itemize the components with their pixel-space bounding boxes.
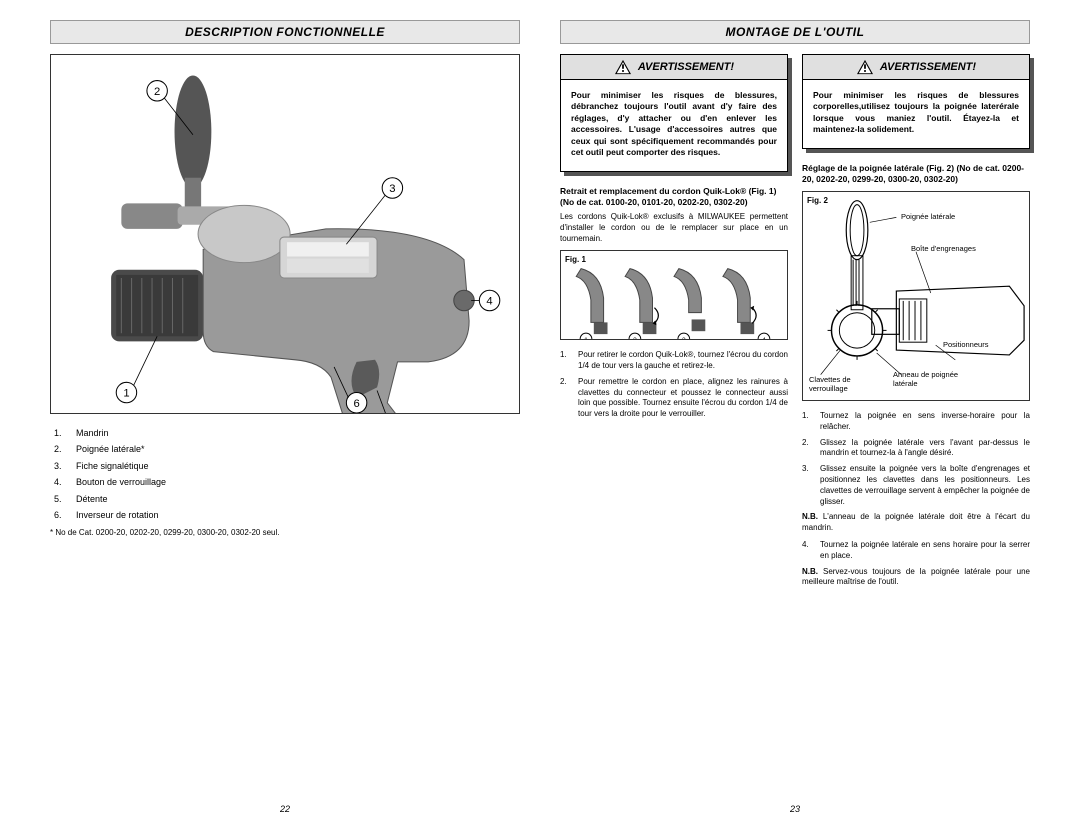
part-num: 1. — [54, 426, 76, 440]
figure-2-illustration — [803, 192, 1029, 400]
svg-text:3: 3 — [682, 337, 686, 339]
section-header-left: DESCRIPTION FONCTIONNELLE — [50, 20, 520, 44]
parts-footnote: * No de Cat. 0200-20, 0202-20, 0299-20, … — [50, 528, 520, 538]
page-number-right: 23 — [790, 804, 800, 814]
part-label: Fiche signalétique — [76, 459, 149, 473]
step-text: Pour retirer le cordon Quik-Lok®, tourne… — [578, 350, 788, 372]
drill-illustration: 2 1 3 4 5 6 — [51, 55, 519, 413]
nb-2: N.B. Servez-vous toujours de la poignée … — [802, 567, 1030, 589]
page-left: DESCRIPTION FONCTIONNELLE — [30, 20, 540, 814]
warning-title: AVERTISSEMENT! — [880, 61, 976, 73]
section2-heading: Réglage de la poignée latérale (Fig. 2) … — [802, 163, 1030, 185]
warning-box-1: AVERTISSEMENT! Pour minimiser les risque… — [560, 54, 788, 172]
right-col-1: AVERTISSEMENT! Pour minimiser les risque… — [560, 54, 788, 594]
figure-1-box: Fig. 1 1 — [560, 250, 788, 340]
warning-icon — [856, 59, 874, 75]
figure-1-illustration: 1 2 — [561, 251, 787, 339]
warning-body: Pour minimiser les risques de blessures … — [803, 80, 1029, 148]
page-right: MONTAGE DE L'OUTIL AVERTISSEMENT! — [540, 20, 1050, 814]
section-header-right: MONTAGE DE L'OUTIL — [560, 20, 1030, 44]
svg-text:2: 2 — [633, 337, 637, 339]
fig2-label-keys: Clavettes de verrouillage — [809, 375, 869, 393]
part-num: 3. — [54, 459, 76, 473]
part-label: Bouton de verrouillage — [76, 475, 166, 489]
section2-steps: 1.Tournez la poignée en sens inverse-hor… — [802, 411, 1030, 507]
callout-4: 4 — [486, 296, 492, 308]
step-num: 4. — [802, 540, 820, 562]
fig2-label-handle: Poignée latérale — [901, 212, 955, 221]
page-number-left: 22 — [280, 804, 290, 814]
fig2-label-positioners: Positionneurs — [943, 340, 988, 349]
warning-icon — [614, 59, 632, 75]
step-num: 1. — [560, 350, 578, 372]
warning-title: AVERTISSEMENT! — [638, 61, 734, 73]
part-label: Inverseur de rotation — [76, 508, 159, 522]
callout-6: 6 — [353, 398, 359, 410]
figure-2-label: Fig. 2 — [807, 196, 828, 205]
step-text: Pour remettre le cordon en place, aligne… — [578, 377, 788, 420]
section1-steps: 1.Pour retirer le cordon Quik-Lok®, tour… — [560, 350, 788, 420]
right-col-2: AVERTISSEMENT! Pour minimiser les risque… — [802, 54, 1030, 594]
part-label: Détente — [76, 492, 108, 506]
step-text: Tournez la poignée en sens inverse-horai… — [820, 411, 1030, 433]
drill-diagram-box: 2 1 3 4 5 6 — [50, 54, 520, 414]
part-label: Mandrin — [76, 426, 109, 440]
step-num: 1. — [802, 411, 820, 433]
callout-3: 3 — [389, 183, 395, 195]
warning-body: Pour minimiser les risques de blessures,… — [561, 80, 787, 171]
nb-1: N.B. L'anneau de la poignée latérale doi… — [802, 512, 1030, 534]
section1-heading: Retrait et remplacement du cordon Quik-L… — [560, 186, 788, 208]
part-num: 6. — [54, 508, 76, 522]
part-num: 5. — [54, 492, 76, 506]
part-num: 2. — [54, 442, 76, 456]
fig2-label-gearbox: Boîte d'engrenages — [911, 244, 976, 253]
step-num: 2. — [560, 377, 578, 420]
svg-text:1: 1 — [584, 337, 588, 339]
svg-text:4: 4 — [762, 337, 766, 339]
figure-2-box: Fig. 2 — [802, 191, 1030, 401]
fig2-label-ring: Anneau de poignée latérale — [893, 370, 973, 388]
callout-1: 1 — [123, 388, 129, 400]
warning-box-2: AVERTISSEMENT! Pour minimiser les risque… — [802, 54, 1030, 149]
parts-list: 1.Mandrin 2.Poignée latérale* 3.Fiche si… — [50, 426, 520, 522]
part-label: Poignée latérale* — [76, 442, 145, 456]
step-num: 2. — [802, 438, 820, 460]
callout-2: 2 — [154, 86, 160, 98]
step-num: 3. — [802, 464, 820, 507]
step-text: Glissez ensuite la poignée vers la boîte… — [820, 464, 1030, 507]
step-text: Glissez la poignée latérale vers l'avant… — [820, 438, 1030, 460]
part-num: 4. — [54, 475, 76, 489]
figure-1-label: Fig. 1 — [565, 255, 586, 264]
section2-step4: 4.Tournez la poignée latérale en sens ho… — [802, 540, 1030, 562]
step-text: Tournez la poignée latérale en sens hora… — [820, 540, 1030, 562]
section1-para: Les cordons Quik-Lok® exclusifs à MILWAU… — [560, 212, 788, 244]
